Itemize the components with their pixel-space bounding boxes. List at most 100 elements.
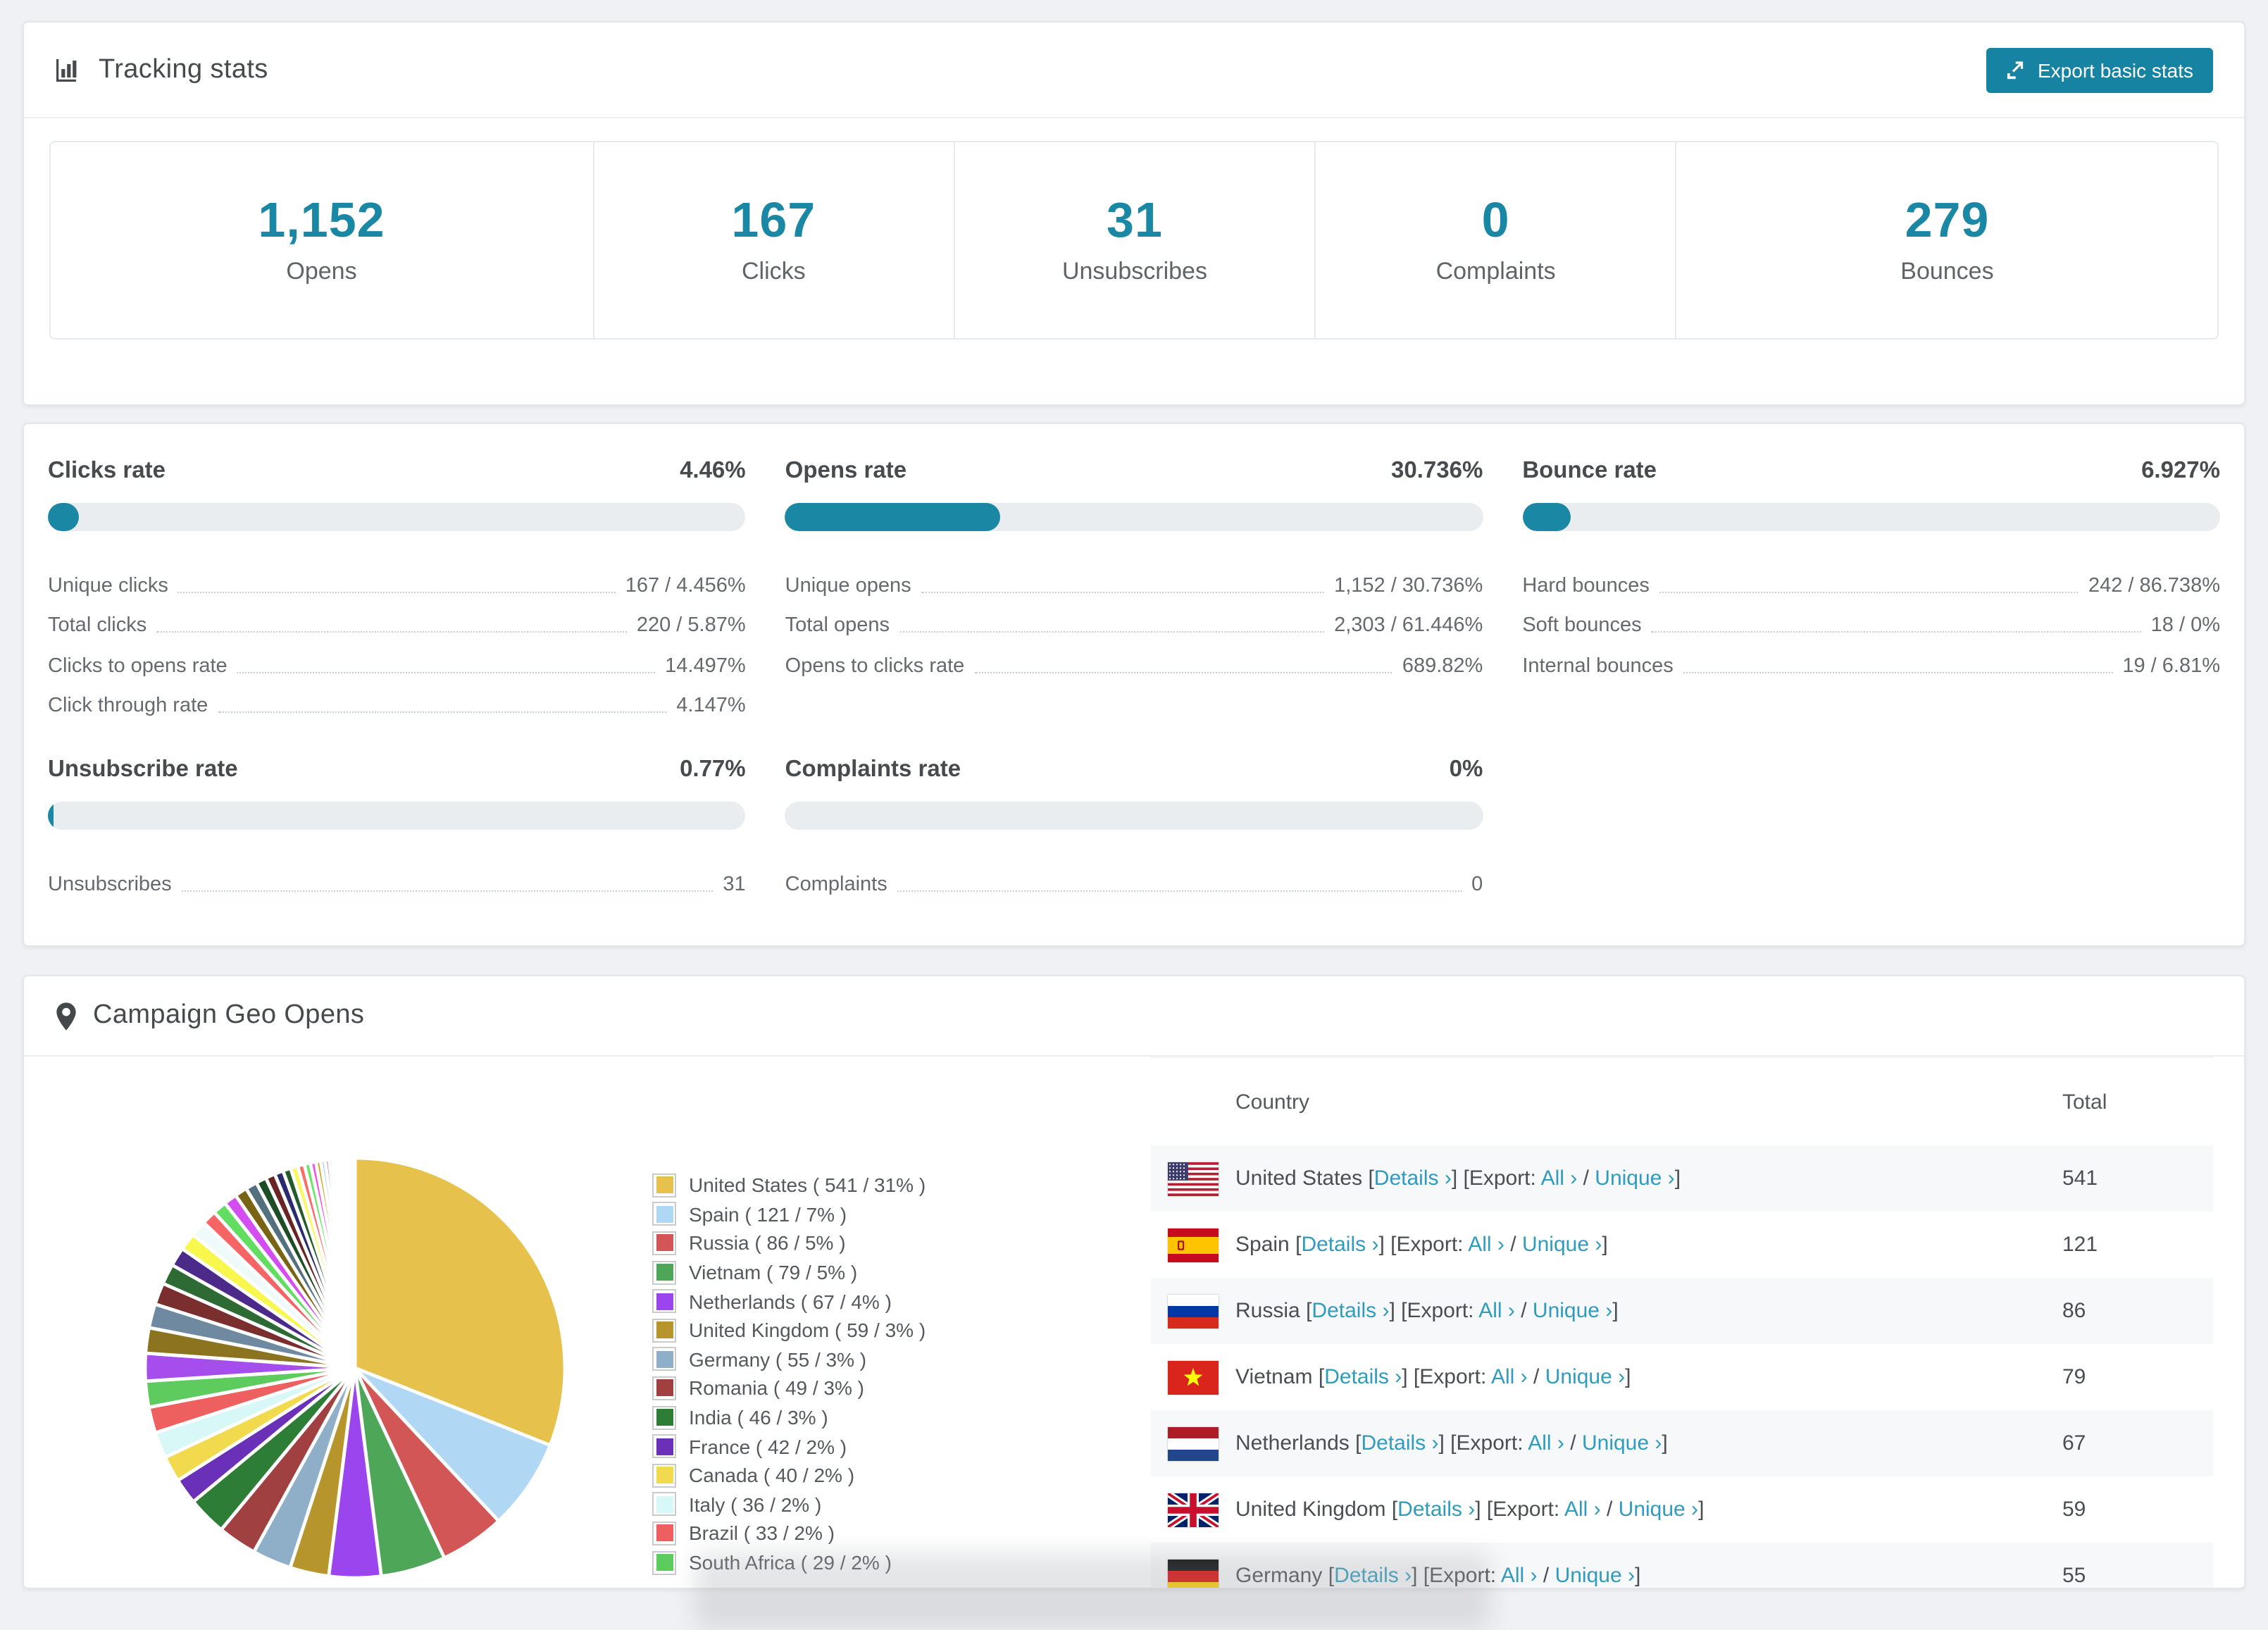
- summary-value: 0: [1481, 193, 1510, 248]
- details-link[interactable]: Details ›: [1373, 1166, 1452, 1190]
- stat-label: Total opens: [785, 614, 890, 637]
- table-row-es: Spain [Details ›] [Export: All › / Uniqu…: [1151, 1212, 2213, 1278]
- export-all-link[interactable]: All ›: [1491, 1365, 1528, 1389]
- legend-item-spain[interactable]: Spain ( 121 / 7% ): [652, 1200, 926, 1228]
- legend-item-canada[interactable]: Canada ( 40 / 2% ): [652, 1461, 926, 1490]
- export-unique-link[interactable]: Unique ›: [1581, 1431, 1662, 1455]
- rates-grid: Clicks rate 4.46% Unique clicks 167 / 4.456…: [48, 458, 2220, 899]
- legend-item-united-kingdom[interactable]: United Kingdom ( 59 / 3% ): [652, 1316, 926, 1345]
- export-all-link[interactable]: All ›: [1468, 1233, 1504, 1257]
- summary-label: Clicks: [741, 258, 806, 285]
- legend-item-france[interactable]: France ( 42 / 2% ): [652, 1432, 926, 1461]
- export-unique-link[interactable]: Unique ›: [1618, 1498, 1699, 1522]
- leader-dots: [1659, 591, 2079, 593]
- details-link[interactable]: Details ›: [1361, 1431, 1439, 1455]
- stat-value: 689.82%: [1402, 654, 1483, 678]
- campaign-geo-opens-card: Campaign Geo Opens United States ( 541 /…: [23, 975, 2245, 1589]
- legend-item-united-states[interactable]: United States ( 541 / 31% ): [652, 1171, 926, 1200]
- details-link[interactable]: Details ›: [1311, 1299, 1390, 1323]
- pie-slice-other-39[interactable]: [352, 1156, 357, 1370]
- stat-row: Unsubscribes 31: [48, 859, 746, 899]
- export-all-link[interactable]: All ›: [1478, 1299, 1515, 1323]
- details-link[interactable]: Details ›: [1324, 1365, 1402, 1389]
- export-button-label: Export basic stats: [2038, 58, 2193, 81]
- legend-label: India ( 46 / 3% ): [689, 1406, 828, 1429]
- country-flag-ru: [1168, 1294, 1219, 1328]
- summary-label: Bounces: [1900, 258, 1994, 285]
- country-name: Vietnam: [1235, 1365, 1319, 1389]
- leader-dots: [921, 591, 1325, 593]
- country-flag-nl: [1168, 1426, 1219, 1460]
- legend-item-italy[interactable]: Italy ( 36 / 2% ): [652, 1490, 926, 1519]
- legend-item-germany[interactable]: Germany ( 55 / 3% ): [652, 1345, 926, 1374]
- leader-dots: [897, 890, 1462, 892]
- table-row-de: Germany [Details ›] [Export: All › / Uni…: [1151, 1543, 2213, 1588]
- stat-label: Opens to clicks rate: [785, 654, 965, 678]
- summary-value: 31: [1107, 193, 1163, 248]
- legend-label: Vietnam ( 79 / 5% ): [689, 1261, 858, 1284]
- table-row-us: United States [Details ›] [Export: All ›…: [1151, 1145, 2213, 1212]
- legend-label: France ( 42 / 2% ): [689, 1435, 847, 1458]
- export-icon: [2005, 59, 2026, 80]
- export-all-link[interactable]: All ›: [1540, 1166, 1578, 1190]
- legend-item-india[interactable]: India ( 46 / 3% ): [652, 1403, 926, 1432]
- export-basic-stats-button[interactable]: Export basic stats: [1986, 47, 2213, 92]
- leader-dots: [218, 711, 667, 714]
- leader-dots: [1683, 671, 2113, 673]
- legend-swatch: [652, 1318, 676, 1343]
- export-unique-link[interactable]: Unique ›: [1554, 1564, 1635, 1588]
- summary-value: 1,152: [258, 193, 385, 248]
- legend-item-netherlands[interactable]: Netherlands ( 67 / 4% ): [652, 1287, 926, 1316]
- rate-title: Clicks rate: [48, 458, 166, 483]
- map-pin-icon: [55, 1001, 77, 1031]
- table-row-nl: Netherlands [Details ›] [Export: All › /…: [1151, 1410, 2213, 1476]
- geo-body: United States ( 541 / 31% ) Spain ( 121 /…: [24, 1057, 2244, 1588]
- details-link[interactable]: Details ›: [1301, 1233, 1379, 1257]
- stat-row: Internal bounces 19 / 6.81%: [1522, 640, 2220, 680]
- rate-value: 6.927%: [2141, 458, 2220, 483]
- legend-item-romania[interactable]: Romania ( 49 / 3% ): [652, 1374, 926, 1402]
- stat-row: Total opens 2,303 / 61.446%: [785, 599, 1483, 640]
- country-flag-vn: [1168, 1360, 1219, 1394]
- legend-label: Russia ( 86 / 5% ): [689, 1231, 846, 1255]
- summary-value: 279: [1905, 193, 1990, 248]
- country-cell: Vietnam [Details ›] [Export: All › / Uni…: [1235, 1365, 1631, 1389]
- rate-title: Opens rate: [785, 458, 907, 483]
- stat-label: Soft bounces: [1522, 614, 1642, 637]
- legend-label: Germany ( 55 / 3% ): [689, 1348, 867, 1371]
- legend-label: Romania ( 49 / 3% ): [689, 1376, 864, 1400]
- legend-item-brazil[interactable]: Brazil ( 33 / 2% ): [652, 1519, 926, 1548]
- table-header-row: Country Total: [1151, 1057, 2213, 1145]
- export-all-link[interactable]: All ›: [1500, 1564, 1538, 1588]
- details-link[interactable]: Details ›: [1334, 1564, 1412, 1588]
- legend-item-south-africa[interactable]: South Africa ( 29 / 2% ): [652, 1548, 926, 1576]
- export-unique-link[interactable]: Unique ›: [1521, 1233, 1602, 1257]
- legend-swatch: [652, 1376, 676, 1400]
- country-cell: Netherlands [Details ›] [Export: All › /…: [1235, 1431, 1668, 1455]
- column-header-country: Country: [1235, 1090, 1310, 1114]
- export-all-link[interactable]: All ›: [1528, 1431, 1564, 1455]
- stat-label: Unsubscribes: [48, 873, 172, 896]
- export-unique-link[interactable]: Unique ›: [1545, 1365, 1626, 1389]
- legend-item-russia[interactable]: Russia ( 86 / 5% ): [652, 1228, 926, 1257]
- export-unique-link[interactable]: Unique ›: [1532, 1299, 1613, 1323]
- stat-value: 18 / 0%: [2150, 614, 2220, 637]
- stat-row: Hard bounces 242 / 86.738%: [1522, 559, 2220, 599]
- legend-label: Brazil ( 33 / 2% ): [689, 1522, 835, 1545]
- legend-swatch: [652, 1492, 676, 1517]
- leader-dots: [177, 591, 616, 593]
- stat-label: Unique opens: [785, 574, 911, 597]
- pie-slice-spain[interactable]: [353, 1366, 552, 1523]
- pie-slice-united-states[interactable]: [353, 1156, 567, 1448]
- rate-title: Bounce rate: [1522, 458, 1657, 483]
- export-unique-link[interactable]: Unique ›: [1595, 1166, 1675, 1190]
- legend-item-vietnam[interactable]: Vietnam ( 79 / 5% ): [652, 1258, 926, 1287]
- details-link[interactable]: Details ›: [1397, 1498, 1476, 1522]
- stat-label: Clicks to opens rate: [48, 654, 228, 678]
- total-cell: 541: [2062, 1166, 2098, 1190]
- stat-value: 19 / 6.81%: [2122, 654, 2220, 678]
- country-cell: Germany [Details ›] [Export: All › / Uni…: [1235, 1564, 1641, 1588]
- export-all-link[interactable]: All ›: [1564, 1498, 1601, 1522]
- leader-dots: [974, 671, 1392, 673]
- country-name: Russia: [1235, 1299, 1307, 1323]
